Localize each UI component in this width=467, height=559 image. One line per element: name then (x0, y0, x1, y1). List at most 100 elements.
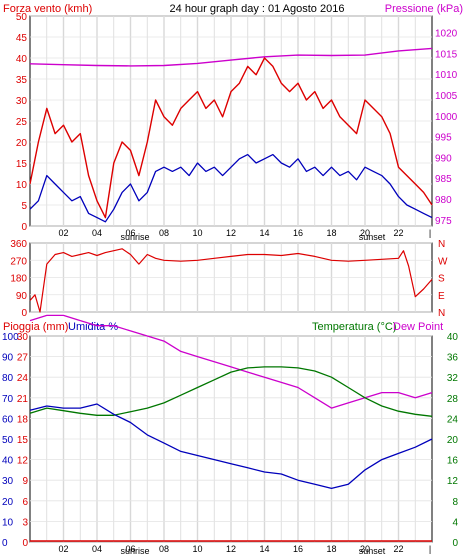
x-tick-label-3: 22 (393, 544, 403, 554)
humidity-tick-label: 50 (2, 435, 14, 446)
wind-tick-label: 30 (16, 96, 28, 107)
x-tick-label-1: 20 (360, 228, 370, 238)
x-tick-label-1: 06 (125, 228, 135, 238)
humidity-tick-label: 70 (2, 394, 14, 405)
temperature-tick-label: 40 (447, 332, 459, 343)
pressure-tick-label: 1000 (435, 112, 458, 123)
wind-axis-label: Forza vento (kmh) (3, 3, 92, 15)
pressure-tick-label: 975 (435, 216, 452, 227)
x-tick-label-1: 14 (259, 228, 269, 238)
x-tick-label-3: 04 (92, 544, 102, 554)
temperature-tick-label: 16 (447, 456, 459, 467)
gust-line (29, 57, 433, 219)
humidity-tick-label: 20 (2, 497, 14, 508)
x-tick-label-1: 18 (326, 228, 336, 238)
rain-tick-label: 12 (17, 456, 29, 467)
wind-tick-label: 10 (16, 180, 28, 191)
x-tick-label-3: 16 (293, 544, 303, 554)
sunrise-label-3: sunrise (120, 546, 149, 556)
average-wind-line (29, 153, 433, 223)
compass-letter-label: N (438, 308, 445, 319)
sunset-label-1: sunset (359, 232, 386, 242)
temperature-tick-label: 0 (452, 538, 458, 549)
chart-title: 24 hour graph day : 01 Agosto 2016 (170, 3, 345, 15)
humidity-tick-label: 30 (2, 476, 14, 487)
humidity-tick-label: 90 (2, 353, 14, 364)
compass-letter-label: S (438, 274, 445, 285)
x-tick-label-1: 02 (58, 228, 68, 238)
temperature-tick-label: 8 (452, 497, 458, 508)
wind-tick-label: 35 (16, 75, 28, 86)
x-tick-label-3: 10 (192, 544, 202, 554)
rain-tick-label: 27 (17, 353, 29, 364)
rain-tick-label: 18 (17, 414, 29, 425)
rain-tick-label: 21 (17, 394, 29, 405)
x-tick-label-3: 08 (159, 544, 169, 554)
compass-letter-label: W (438, 256, 448, 267)
direction-tick-label: 360 (10, 239, 27, 250)
temperature-tick-label: 32 (447, 373, 459, 384)
wind-tick-label: 0 (21, 222, 27, 233)
x-tick-label-3: 14 (259, 544, 269, 554)
direction-tick-label: 0 (21, 308, 27, 319)
pressure-tick-label: 1020 (435, 29, 458, 40)
humidity-line (29, 403, 433, 490)
wind-tick-label: 50 (16, 12, 28, 23)
pressure-axis-label: Pressione (kPa) (385, 3, 463, 15)
x-tick-label-3: 06 (125, 544, 135, 554)
pressure-tick-label: 995 (435, 133, 452, 144)
direction-tick-label: 270 (10, 256, 27, 267)
temperature-tick-label: 20 (447, 435, 459, 446)
temperature-axis-label: Temperatura (°C) (312, 321, 396, 333)
dewpoint-axis-label: Dew Point (393, 321, 443, 333)
pressure-tick-label: 985 (435, 174, 452, 185)
rain-tick-label: 9 (22, 476, 28, 487)
humidity-axis-label: Umidita % (68, 321, 118, 333)
rain-tick-label: 3 (22, 517, 28, 528)
pressure-tick-label: 980 (435, 195, 452, 206)
x-tick-label-1: 12 (226, 228, 236, 238)
x-tick-label-1: 22 (393, 228, 403, 238)
humidity-tick-label: 40 (2, 456, 14, 467)
wind-direction-line (29, 248, 433, 313)
x-tick-label-1: 10 (192, 228, 202, 238)
temperature-tick-label: 28 (447, 394, 459, 405)
sunrise-label-1: sunrise (120, 232, 149, 242)
temperature-tick-label: 12 (447, 476, 459, 487)
wind-tick-label: 40 (16, 54, 28, 65)
rain-tick-label: 6 (22, 497, 28, 508)
temperature-tick-label: 4 (452, 517, 458, 528)
compass-letter-label: E (438, 291, 445, 302)
x-tick-label-3: 02 (58, 544, 68, 554)
sunset-label-3: sunset (359, 546, 386, 556)
rain-tick-label: 15 (17, 435, 29, 446)
temperature-tick-label: 24 (447, 414, 459, 425)
pressure-tick-label: 990 (435, 153, 452, 164)
humidity-tick-label: 60 (2, 414, 14, 425)
pressure-tick-label: 1015 (435, 49, 458, 60)
x-tick-label-1: 16 (293, 228, 303, 238)
temperature-tick-label: 36 (447, 353, 459, 364)
humidity-tick-label: 100 (2, 332, 19, 343)
x-end-tick-1: | (429, 228, 431, 238)
humidity-tick-label: 80 (2, 373, 14, 384)
humidity-tick-label: 0 (2, 538, 8, 549)
direction-tick-label: 90 (16, 291, 28, 302)
wind-tick-label: 45 (16, 33, 28, 44)
rain-tick-label: 0 (22, 538, 28, 549)
pressure-line (29, 47, 433, 67)
compass-letter-label: N (438, 239, 445, 250)
temperature-line (29, 366, 433, 417)
wind-tick-label: 15 (16, 159, 28, 170)
x-tick-label-3: 12 (226, 544, 236, 554)
x-tick-label-1: 04 (92, 228, 102, 238)
x-tick-label-3: 20 (360, 544, 370, 554)
wind-tick-label: 25 (16, 117, 28, 128)
wind-tick-label: 20 (16, 138, 28, 149)
rain-axis-label: Pioggia (mm) (3, 321, 68, 333)
wind-tick-label: 5 (21, 201, 27, 212)
rain-tick-label: 24 (17, 373, 29, 384)
humidity-tick-label: 10 (2, 517, 14, 528)
